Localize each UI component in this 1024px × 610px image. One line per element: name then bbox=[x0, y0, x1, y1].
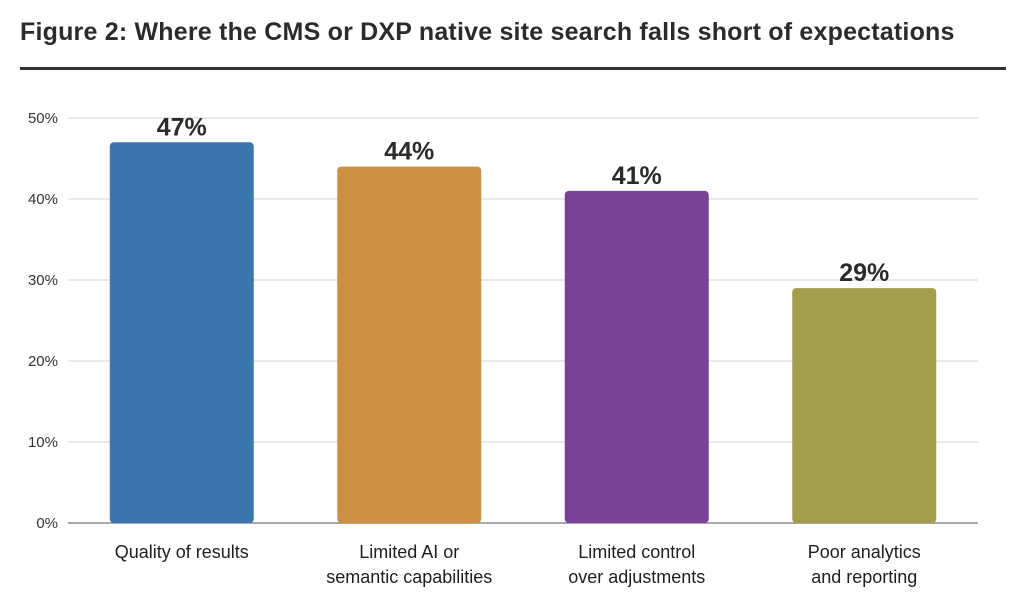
data-labels: 47% 44% 41% 29% bbox=[157, 113, 890, 287]
y-tick-label: 20% bbox=[28, 353, 58, 370]
category-label-line: Quality of results bbox=[115, 542, 249, 562]
bar bbox=[564, 190, 709, 523]
category-label-line: Poor analytics bbox=[808, 542, 921, 562]
data-label: 41% bbox=[612, 162, 662, 190]
category-label-line: Limited control bbox=[578, 542, 695, 562]
category-label-line: over adjustments bbox=[568, 567, 705, 587]
y-axis-ticks: 0% 10% 20% 30% 40% 50% bbox=[28, 110, 58, 532]
bar bbox=[792, 288, 937, 523]
bar bbox=[337, 166, 482, 523]
bars bbox=[109, 142, 937, 524]
data-label: 44% bbox=[384, 138, 434, 166]
title-divider bbox=[20, 67, 1006, 70]
category-label: Limited control over adjustments bbox=[568, 542, 705, 587]
figure-title: Figure 2: Where the CMS or DXP native si… bbox=[20, 18, 955, 46]
category-label: Quality of results bbox=[115, 542, 249, 562]
category-label: Limited AI or semantic capabilities bbox=[326, 542, 492, 587]
y-tick-label: 0% bbox=[36, 515, 58, 532]
category-label-line: Limited AI or bbox=[359, 542, 459, 562]
category-label-line: semantic capabilities bbox=[326, 567, 492, 587]
category-labels: Quality of results Limited AI or semantic … bbox=[115, 542, 921, 587]
category-label-line: and reporting bbox=[811, 567, 917, 587]
y-tick-label: 30% bbox=[28, 272, 58, 289]
data-label: 47% bbox=[157, 113, 207, 141]
y-tick-label: 50% bbox=[28, 110, 58, 127]
data-label: 29% bbox=[839, 259, 889, 287]
category-label: Poor analytics and reporting bbox=[808, 542, 921, 587]
y-tick-label: 40% bbox=[28, 191, 58, 208]
bar bbox=[109, 142, 254, 524]
y-tick-label: 10% bbox=[28, 434, 58, 451]
